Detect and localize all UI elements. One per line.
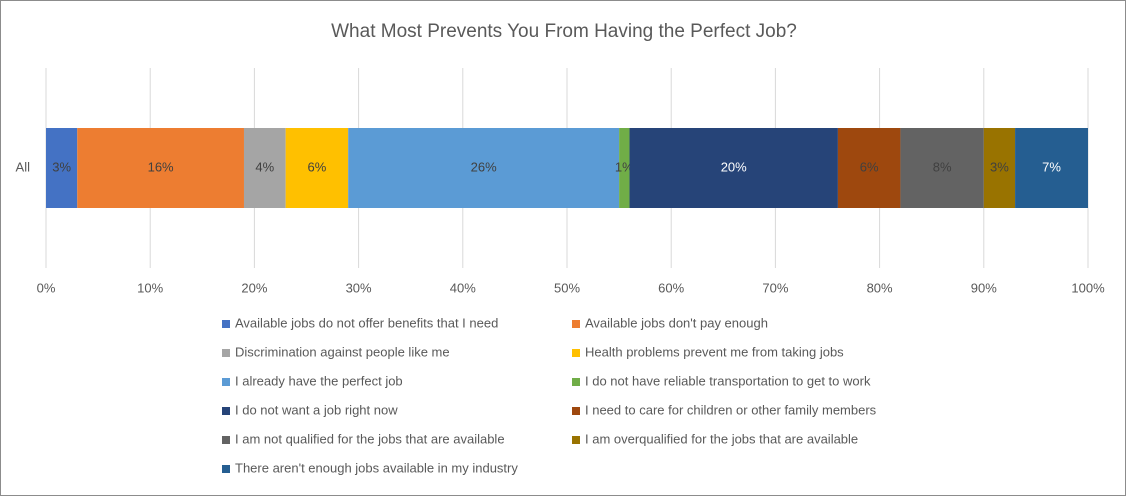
x-tick-label: 100% [1071,280,1105,295]
legend-marker [572,436,580,444]
data-label: 3% [990,159,1009,174]
x-tick-label: 20% [241,280,267,295]
x-tick-label: 60% [658,280,684,295]
legend-label: I am not qualified for the jobs that are… [235,431,505,446]
data-label: 4% [255,159,274,174]
legend-marker [222,349,230,357]
chart-title: What Most Prevents You From Having the P… [331,21,797,42]
legend-marker [222,465,230,473]
legend-label: Discrimination against people like me [235,344,450,359]
x-tick-label: 90% [971,280,997,295]
bar-segment [285,128,349,208]
legend-marker [222,436,230,444]
data-label: 8% [933,159,952,174]
legend-marker [222,378,230,386]
data-label: 1% [615,159,634,174]
data-label: 20% [721,159,747,174]
legend-label: Health problems prevent me from taking j… [585,344,844,359]
y-tick-label: All [16,159,31,174]
x-tick-label: 80% [867,280,893,295]
legend-label: I already have the perfect job [235,373,403,388]
x-tick-label: 10% [137,280,163,295]
bar-segment [243,128,286,208]
data-label: 7% [1042,159,1061,174]
data-label: 6% [860,159,879,174]
legend-marker [572,378,580,386]
legend-label: I am overqualified for the jobs that are… [585,431,858,446]
legend-label: I do not want a job right now [235,402,398,417]
bar-segment [348,128,620,208]
legend-marker [572,349,580,357]
legend-label: I do not have reliable transportation to… [585,373,871,388]
x-tick-label: 70% [762,280,788,295]
legend-marker [572,407,580,415]
legend-marker [222,320,230,328]
data-label: 26% [471,159,497,174]
data-label: 16% [148,159,174,174]
bar-segment [900,128,984,208]
legend-label: Available jobs do not offer benefits tha… [235,315,498,330]
bar-segment [1015,128,1088,208]
legend-label: Available jobs don't pay enough [585,315,768,330]
x-tick-label: 0% [37,280,56,295]
data-label: 6% [308,159,327,174]
legend-label: There aren't enough jobs available in my… [235,460,518,475]
legend-marker [572,320,580,328]
bar-segment [46,128,78,208]
bar-segment [837,128,901,208]
x-tick-label: 30% [346,280,372,295]
x-tick-label: 40% [450,280,476,295]
x-tick-label: 50% [554,280,580,295]
bar-segment [629,128,838,208]
data-label: 3% [52,159,71,174]
bar-segment [77,128,244,208]
bar-segment [619,128,630,208]
bar-segment [983,128,1016,208]
legend-label: I need to care for children or other fam… [585,402,877,417]
legend-marker [222,407,230,415]
